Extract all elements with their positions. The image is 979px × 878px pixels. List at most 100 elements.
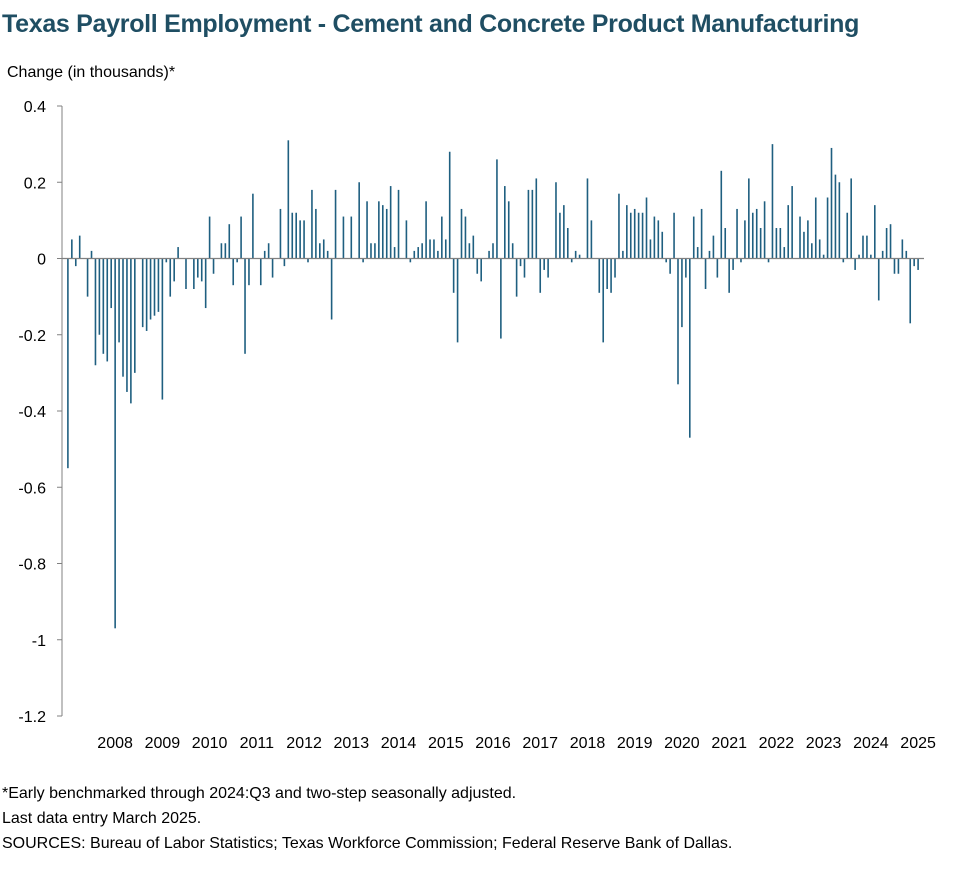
bar [496,159,498,259]
bar [563,205,565,259]
bar [350,216,353,259]
bar [248,258,250,286]
bar [244,258,246,354]
bar [283,258,286,267]
bar [519,258,522,267]
bar [744,220,746,259]
bar [322,239,325,259]
bar [315,208,317,259]
x-year-label: 2012 [286,735,322,752]
bar [775,228,778,259]
bar [456,258,459,343]
bar [342,216,345,259]
bar [374,243,376,259]
bar [74,258,77,267]
bar [397,189,400,259]
bar [378,201,380,259]
bar [858,254,860,259]
bar [649,239,652,259]
chart-title: Texas Payroll Employment - Cement and Co… [2,10,860,38]
bar [389,186,392,259]
bar [708,250,711,259]
bar [618,193,620,259]
x-axis: 2008 2009 2010 2011 2012 2013 2014 2015 2016 2017… [97,735,936,752]
bar [504,186,506,259]
bar [98,258,101,335]
footnote-methodology: *Early benchmarked through 2024:Q3 and t… [2,785,517,802]
bar [326,250,329,259]
bar [755,208,758,259]
bar [299,220,301,259]
x-year-label: 2023 [806,735,842,752]
bar [881,250,884,259]
bar [767,258,770,263]
bar [480,258,482,282]
bar [173,258,175,282]
bar [527,189,530,259]
bar [362,258,364,263]
bar [673,212,675,259]
bar [523,258,526,278]
bar [889,224,892,259]
bar [759,228,762,259]
bar [114,258,116,629]
bar [232,258,235,286]
y-tick-label: -1 [32,633,46,650]
bar [193,258,195,289]
bar [287,140,290,259]
bar [622,250,624,259]
bar [803,231,805,259]
bar [657,220,660,259]
bar [598,258,601,293]
bar [846,212,849,259]
bar [811,243,813,259]
bar [240,216,242,259]
bar [130,258,132,404]
bar [71,239,73,259]
bar [724,228,727,259]
bar [826,197,829,259]
y-tick-label: 0 [37,252,46,269]
bar [539,258,542,293]
bar-series [62,140,924,629]
bar [629,212,632,259]
bar [153,258,156,316]
bar [500,258,502,339]
bar [791,186,793,259]
bar [712,235,715,259]
x-year-label: 2015 [428,735,464,752]
bar [917,258,919,270]
x-year-label: 2025 [900,735,936,752]
bar [224,243,227,259]
bar [614,258,616,278]
bar [145,258,148,331]
bar [661,231,664,259]
x-year-label: 2014 [381,735,417,752]
bar [429,239,431,259]
bar [645,197,648,259]
bar [854,258,856,270]
bar [716,258,719,278]
bar [441,216,443,259]
bar [818,239,821,259]
bar [86,258,89,297]
bar [547,258,549,278]
bar [783,247,786,259]
bar [452,258,455,293]
bar [885,228,888,259]
bar [212,258,215,274]
bar [267,243,270,259]
bar [307,258,309,263]
bar [677,258,679,385]
bar [437,250,439,259]
x-year-label: 2022 [759,735,795,752]
bar [850,178,852,259]
bar [913,258,915,267]
bar [157,258,160,312]
bar [413,250,416,259]
bar [685,258,687,278]
bar [295,212,297,259]
bar [196,258,199,278]
bar [807,220,809,259]
bar [460,208,463,259]
